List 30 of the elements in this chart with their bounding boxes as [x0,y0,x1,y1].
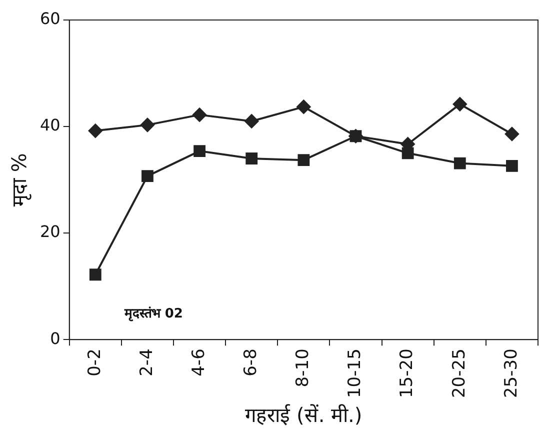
point [298,154,310,166]
point [140,118,154,132]
point [246,152,258,164]
point [296,100,311,114]
x-axis-title: गहराई (सें. मी.) [245,403,362,428]
x-tick-label: 15-20 [397,348,418,398]
x-tick-label: 0-2 [84,348,105,376]
annotation: मृदस्तंभ 02 [123,306,183,322]
point [504,126,519,141]
point [89,268,102,281]
x-tick-label: 4-6 [188,348,209,376]
point [454,157,466,170]
y-axis-title: मृदा % [7,153,32,206]
y-tick-label: 0 [50,328,60,348]
y-tick-label: 20 [40,222,60,242]
x-tick-label: 2-4 [136,348,157,376]
point [194,145,206,157]
x-tick-label: 8-10 [293,348,314,388]
point [506,160,518,172]
point [452,97,467,112]
y-tick-label: 40 [40,116,60,135]
point [142,170,154,182]
y-tick-label: 60 [40,9,60,28]
point [88,124,102,138]
point [192,108,207,122]
x-tick-label: 10-15 [345,348,366,398]
x-tick-label: 6-8 [241,348,262,376]
point [244,114,259,128]
x-tick-label: 25-30 [501,348,522,398]
x-tick-label: 20-25 [449,348,470,398]
